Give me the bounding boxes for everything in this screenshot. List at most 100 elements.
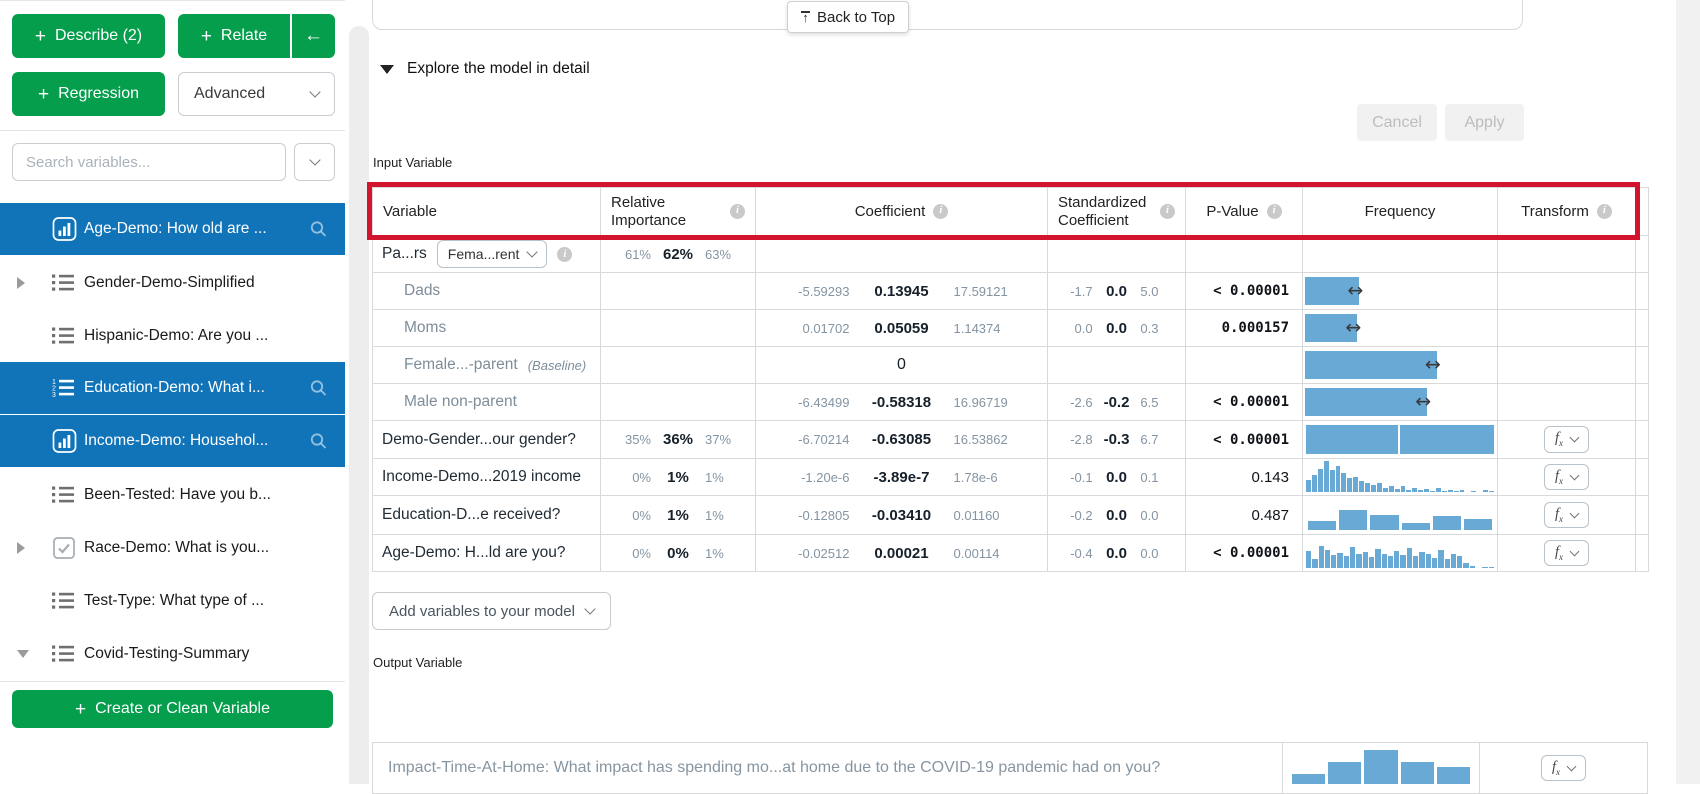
variable-list: Age-Demo: How old are ... Gender-Demo-Sim…	[0, 203, 345, 680]
transform-fx-button[interactable]: fx	[1543, 426, 1590, 453]
standardized-value: -0.4 0.0 0.0	[1049, 545, 1185, 562]
histogram-bar	[1337, 553, 1343, 568]
standardized-value-hi: 0.0	[1140, 507, 1159, 523]
sidebar-item[interactable]: Race-Demo: What is you...	[0, 521, 345, 574]
plus-icon: +	[74, 698, 87, 720]
histogram-bar	[1394, 488, 1400, 492]
create-or-clean-variable-button[interactable]: + Create or Clean Variable	[12, 690, 333, 728]
info-icon[interactable]: i	[730, 204, 745, 219]
variable-cell: Age-Demo: H...ld are you?	[372, 534, 601, 572]
chevron-right-icon[interactable]	[17, 276, 25, 289]
chevron-down-icon	[1569, 470, 1580, 481]
transform-fx-button[interactable]: fx	[1543, 539, 1590, 567]
input-variable-label: Input Variable	[373, 155, 453, 170]
chevron-down-icon	[526, 246, 539, 258]
frequency-bar	[1400, 425, 1494, 454]
standardized-value-hi: 0.1	[1140, 469, 1159, 485]
arrow-up-to-bar-icon: ↑	[801, 9, 810, 25]
sidebar-item[interactable]: Hispanic-Demo: Are you ...	[0, 309, 345, 362]
relate-button[interactable]: + Relate	[178, 14, 290, 58]
category-selector-dropdown[interactable]: Fema...rent	[436, 240, 548, 268]
info-icon[interactable]: i	[557, 246, 573, 262]
variable-name: Age-Demo: H...ld are you?	[382, 544, 566, 561]
sidebar-item-label: Education-Demo: What i...	[84, 379, 265, 396]
panel-splitter[interactable]	[349, 26, 369, 784]
standardized-value-lo: -0.4	[1070, 545, 1093, 561]
importance-value-hi: 1%	[705, 545, 724, 561]
vertical-scrollbar[interactable]	[1676, 0, 1700, 784]
variable-name: Pa...rs	[382, 245, 427, 262]
table-header-row: Variable Relative Importance i Coefficien…	[372, 187, 1649, 236]
add-variables-button[interactable]: Add variables to your model	[372, 592, 611, 630]
info-icon[interactable]: i	[1160, 204, 1175, 219]
apply-button[interactable]: Apply	[1445, 104, 1524, 141]
sidebar-item[interactable]: Test-Type: What type of ...	[0, 574, 345, 627]
search-icon[interactable]	[309, 432, 328, 451]
fx-icon: fx	[1554, 543, 1564, 562]
sidebar-item[interactable]: 1 2 3 Education-Demo: What i...	[0, 362, 345, 415]
list-icon	[52, 591, 74, 610]
importance-value-lo: 0%	[632, 469, 651, 485]
sidebar-item[interactable]: Been-Tested: Have you b...	[0, 468, 345, 521]
explore-model-section-toggle[interactable]: Explore the model in detail	[380, 60, 590, 78]
search-input[interactable]	[12, 143, 286, 181]
p-value-cell: 0.143	[1185, 458, 1303, 496]
info-icon[interactable]: i	[933, 204, 949, 219]
standardized-value-mid: -0.2	[1103, 393, 1130, 411]
relative-importance-cell: 35% 36% 37%	[600, 420, 756, 459]
histogram-bar	[1463, 519, 1493, 530]
regression-button-label: Regression	[58, 85, 140, 102]
importance-value-lo: 35%	[624, 432, 651, 447]
section-title: Explore the model in detail	[407, 60, 590, 77]
search-icon[interactable]	[309, 220, 328, 239]
variable-cell: Female...-parent (Baseline)	[372, 346, 601, 384]
info-icon[interactable]: i	[1596, 204, 1612, 219]
frequency-cell: ↔	[1302, 272, 1498, 310]
frequency-histogram	[1306, 537, 1494, 568]
coefficient-value-hi: 0.01160	[953, 507, 1000, 523]
spacer-cell	[1635, 346, 1649, 384]
transform-fx-button[interactable]: fx	[1543, 501, 1590, 529]
chevron-right-icon[interactable]	[17, 541, 25, 554]
search-icon[interactable]	[309, 379, 328, 398]
standardized-value: 0.0 0.0 0.3	[1049, 320, 1185, 337]
coefficient-value-mid: -0.03410	[871, 506, 932, 524]
chevron-down-icon[interactable]	[17, 649, 29, 658]
variable-name: Income-Demo...2019 income	[382, 468, 582, 485]
sidebar-item[interactable]: Gender-Demo-Simplified	[0, 256, 345, 309]
back-to-top-button[interactable]: ↑ Back to Top	[787, 1, 910, 33]
info-icon[interactable]: i	[1266, 204, 1282, 219]
importance-value-lo: 0%	[632, 545, 651, 561]
category-name: Dads	[404, 282, 441, 299]
variable-cell: Male non-parent	[372, 383, 601, 421]
sidebar-item[interactable]: Covid-Testing-Summary	[0, 627, 345, 680]
standardized-value-hi: 0.0	[1140, 545, 1159, 561]
coefficient-value-lo: -5.59293	[798, 283, 850, 299]
p-value-cell: < 0.00001	[1185, 420, 1303, 459]
histogram-bar	[1370, 485, 1376, 492]
category-name: Female...-parent	[404, 356, 518, 373]
sidebar-item[interactable]: Age-Demo: How old are ...	[0, 203, 345, 256]
transform-fx-button[interactable]: fx	[1540, 754, 1587, 782]
standardized-coefficient-cell	[1047, 346, 1186, 384]
regression-button[interactable]: + Regression	[12, 72, 165, 116]
cancel-button[interactable]: Cancel	[1357, 104, 1437, 141]
describe-button[interactable]: + Describe (2)	[12, 14, 165, 58]
back-arrow-button[interactable]: ←	[292, 14, 335, 58]
transform-fx-button[interactable]: fx	[1543, 463, 1590, 491]
histogram-bar	[1401, 523, 1430, 530]
previous-card-edge	[372, 0, 1523, 30]
table-row: Dads -5.59293 0.13945 17.59121 -1.7 0.0 5.0 < 0…	[372, 272, 1649, 310]
search-options-dropdown[interactable]	[294, 143, 335, 181]
spacer-cell	[1635, 272, 1649, 310]
coefficient-value-mid: 0.05059	[874, 319, 929, 337]
transform-cell: fx	[1497, 495, 1636, 535]
variable-name: Education-D...e received?	[382, 506, 561, 523]
advanced-dropdown[interactable]: Advanced	[178, 72, 335, 116]
plus-icon: +	[34, 25, 46, 47]
table-row: Female...-parent (Baseline) 0 ↔	[372, 346, 1649, 384]
sidebar-item[interactable]: Income-Demo: Househol...	[0, 415, 345, 468]
frequency-bar-chart: ↔	[1304, 348, 1497, 383]
svg-text:2: 2	[52, 386, 56, 393]
histogram-bar	[1292, 773, 1326, 784]
